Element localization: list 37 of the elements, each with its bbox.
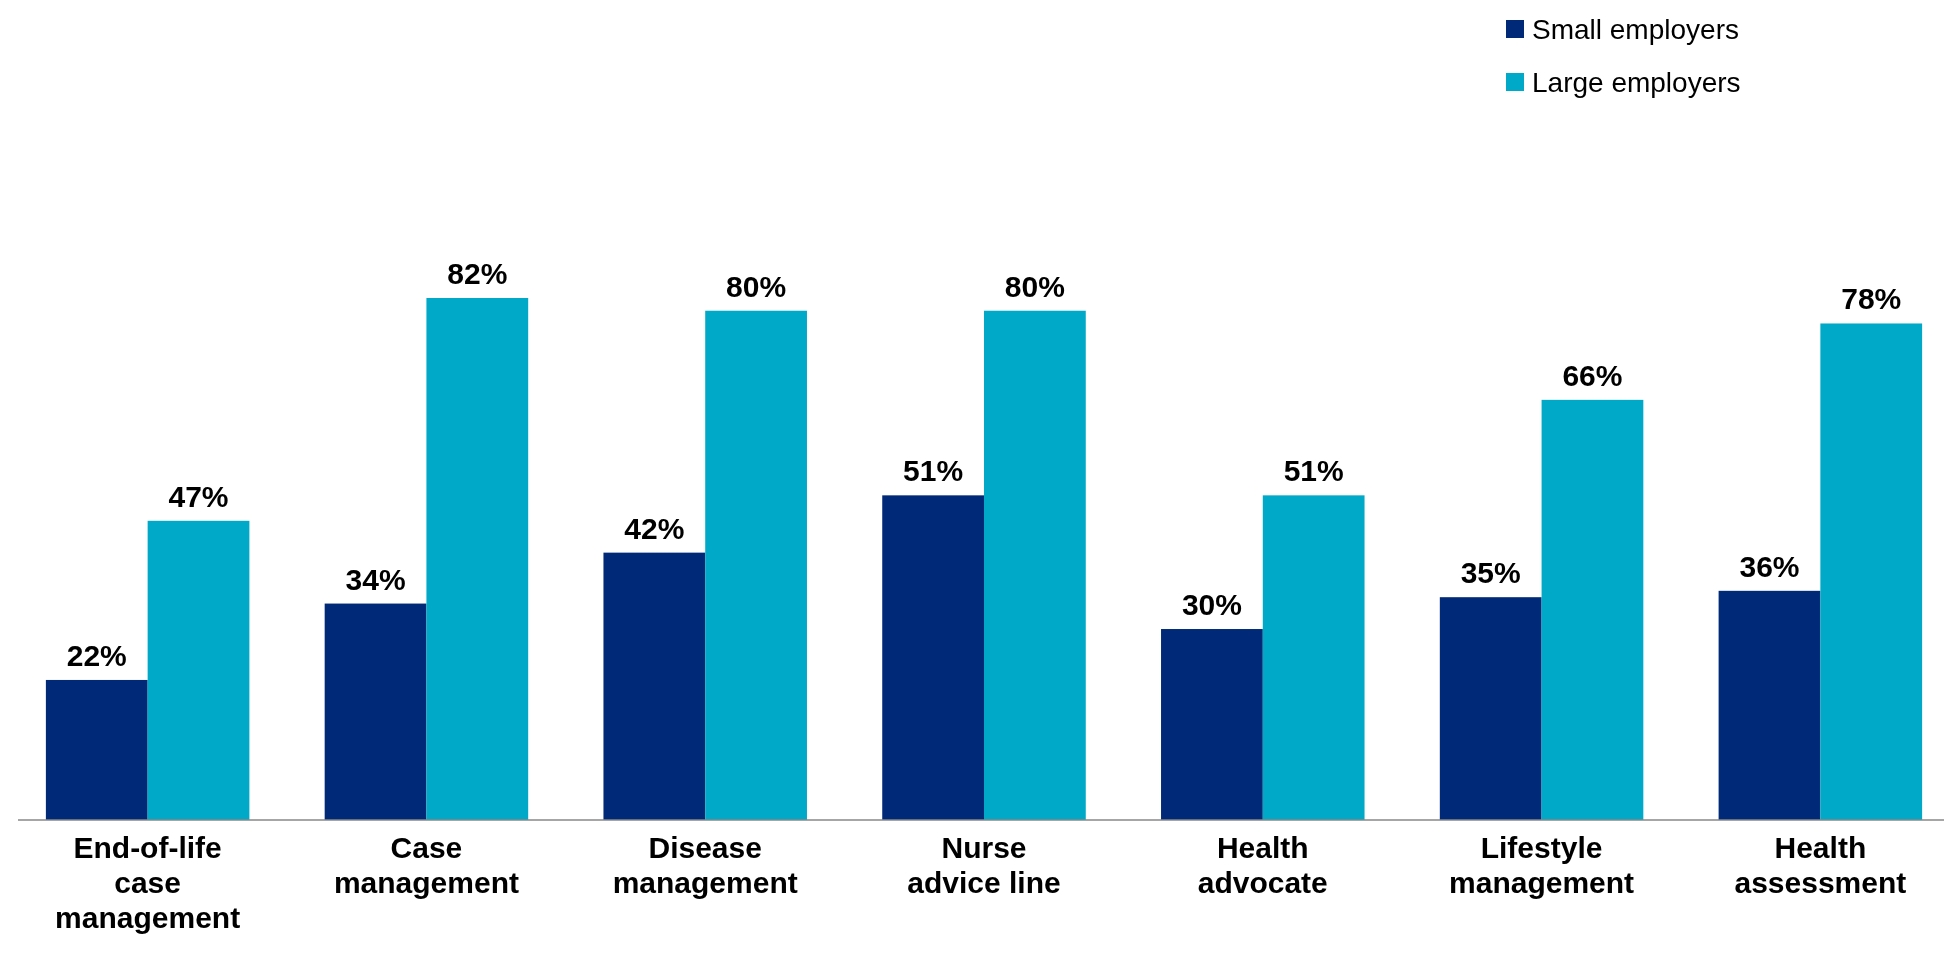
bar <box>603 552 706 820</box>
x-tick-label: Health assessment <box>1734 831 1907 899</box>
bar <box>1820 323 1923 820</box>
data-label: 47% <box>168 479 229 513</box>
legend-label: Small employers <box>1532 14 1739 45</box>
bar <box>984 310 1086 820</box>
legend-label: Large employers <box>1532 67 1741 98</box>
data-label: 36% <box>1739 549 1800 583</box>
data-label: 51% <box>1283 454 1344 488</box>
bar <box>1161 629 1263 820</box>
bar <box>1439 597 1542 820</box>
data-label: 80% <box>726 269 787 303</box>
bar <box>147 520 250 820</box>
data-label: 51% <box>903 454 964 488</box>
x-tick-label: Lifestyle management <box>1449 831 1635 899</box>
bar <box>1262 495 1365 820</box>
x-tick-label: End-of-life case management <box>55 831 241 934</box>
bar <box>45 679 148 820</box>
bar <box>705 310 807 820</box>
data-label: 22% <box>66 638 127 672</box>
x-tick-label: Nurse advice line <box>907 831 1061 899</box>
data-label: 82% <box>447 257 508 290</box>
data-label: 78% <box>1841 282 1902 316</box>
bar <box>426 298 529 820</box>
x-tick-label: Case management <box>333 831 519 899</box>
data-label: 42% <box>624 511 685 545</box>
data-label: 66% <box>1562 358 1623 392</box>
bar <box>1541 399 1644 820</box>
data-label: 34% <box>345 562 406 596</box>
data-label: 30% <box>1181 588 1242 622</box>
data-label: 35% <box>1460 556 1521 590</box>
bar <box>324 603 427 820</box>
x-tick-label: Health advocate <box>1197 831 1328 899</box>
bar <box>882 495 984 820</box>
bar <box>1718 590 1821 820</box>
x-tick-label: Disease management <box>612 831 798 899</box>
data-label: 80% <box>1004 269 1065 303</box>
